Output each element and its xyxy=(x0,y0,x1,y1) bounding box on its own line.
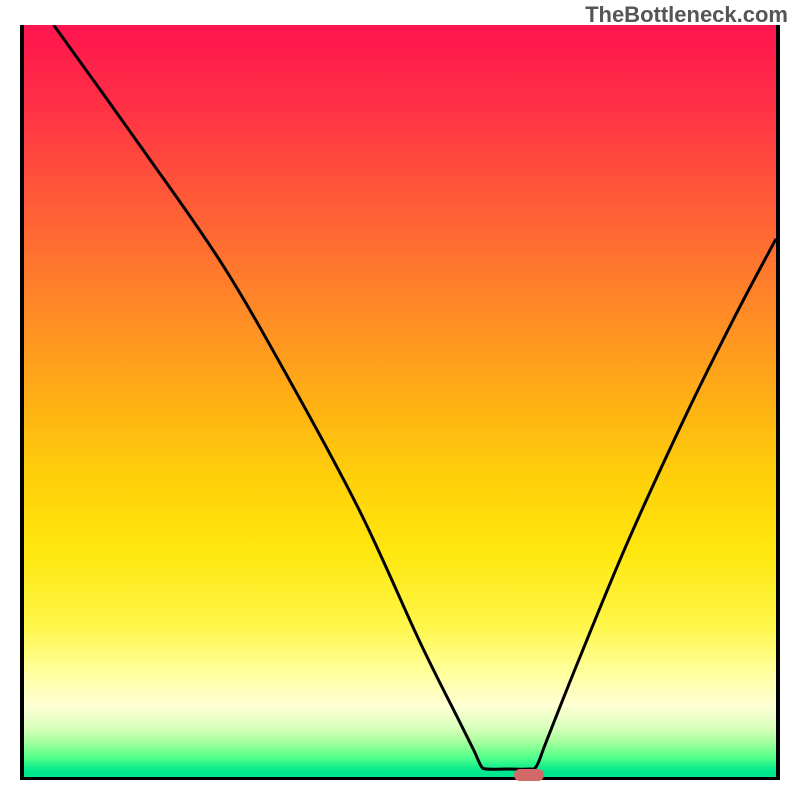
bottleneck-curve xyxy=(24,25,776,776)
watermark-text: TheBottleneck.com xyxy=(585,2,788,28)
chart-plot-area xyxy=(20,25,780,780)
optimal-point-marker xyxy=(514,769,544,781)
curve-path xyxy=(54,25,776,769)
